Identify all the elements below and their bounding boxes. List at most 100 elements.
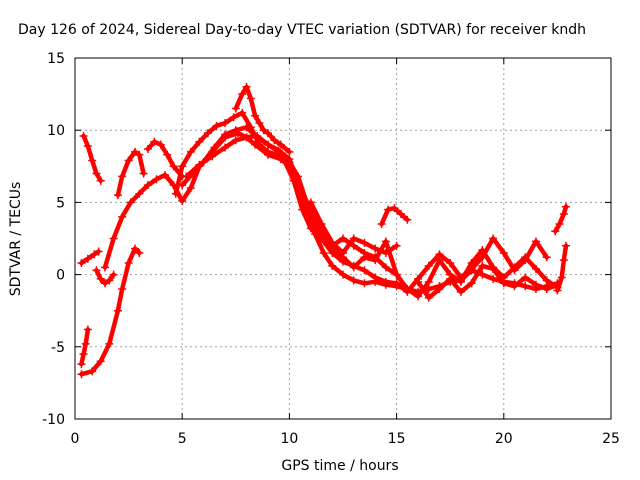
- data-point: [101, 263, 110, 272]
- data-point: [195, 137, 204, 146]
- plot-frame: [74, 57, 612, 420]
- y-tick-label: 15: [47, 51, 65, 67]
- series-trace-15: [414, 261, 562, 302]
- data-point: [478, 261, 487, 270]
- data-point: [360, 238, 369, 247]
- data-point: [390, 204, 399, 213]
- data-point: [381, 277, 390, 286]
- series-trace-4: [92, 266, 118, 288]
- data-point: [77, 370, 86, 379]
- data-point: [435, 285, 444, 294]
- data-point: [135, 248, 144, 257]
- series-line: [179, 125, 560, 299]
- data-point: [171, 189, 180, 198]
- data-point: [242, 133, 251, 142]
- data-point: [238, 90, 247, 99]
- data-point: [143, 144, 152, 153]
- data-point: [131, 244, 140, 253]
- data-point: [561, 202, 570, 211]
- x-tick-label: 5: [178, 431, 187, 447]
- data-point: [414, 277, 423, 286]
- data-point: [135, 150, 144, 159]
- data-point: [489, 234, 498, 243]
- data-point: [478, 253, 487, 262]
- data-point: [377, 220, 386, 229]
- grid: [75, 58, 611, 419]
- data-point: [124, 156, 133, 165]
- data-point: [467, 264, 476, 273]
- data-point: [349, 261, 358, 270]
- series-line: [415, 263, 560, 300]
- data-point: [231, 136, 240, 145]
- data-point: [489, 264, 498, 273]
- data-point: [96, 274, 105, 283]
- data-point: [559, 256, 568, 265]
- data-point: [221, 130, 230, 139]
- series-trace-14: [377, 204, 412, 229]
- data-point: [424, 293, 433, 302]
- data-point: [306, 224, 315, 233]
- data-point: [360, 253, 369, 262]
- data-point: [229, 113, 238, 122]
- x-tick-label: 10: [280, 431, 298, 447]
- data-point: [384, 205, 393, 214]
- series-line: [79, 249, 101, 266]
- data-point: [150, 137, 159, 146]
- x-axis-label: GPS time / hours: [281, 458, 398, 474]
- data-point: [113, 306, 122, 315]
- data-point: [339, 234, 347, 243]
- data-point: [371, 273, 380, 282]
- data-point: [255, 118, 264, 127]
- data-point: [186, 147, 195, 156]
- data-point: [178, 181, 187, 190]
- data-point: [105, 339, 114, 348]
- data-point: [92, 169, 101, 178]
- data-point: [113, 191, 122, 200]
- data-point: [478, 270, 487, 279]
- data-point: [403, 215, 412, 224]
- data-point: [531, 280, 540, 289]
- data-point: [306, 198, 315, 207]
- data-point: [499, 248, 508, 257]
- y-tick-label: -5: [51, 340, 65, 356]
- data-point: [259, 126, 268, 135]
- data-point: [178, 196, 187, 205]
- data-point: [381, 237, 390, 246]
- series-line: [553, 204, 569, 234]
- data-point: [255, 140, 264, 149]
- data-point: [118, 285, 127, 294]
- x-tick-label: 25: [602, 431, 620, 447]
- series-trace-3: [77, 325, 92, 369]
- data-point: [285, 147, 294, 156]
- data-point: [557, 273, 566, 282]
- data-point: [83, 325, 92, 334]
- data-point: [349, 276, 358, 285]
- data-point: [276, 140, 285, 149]
- data-point: [435, 250, 444, 259]
- data-point: [456, 287, 465, 296]
- data-point: [251, 111, 260, 120]
- data-point: [221, 118, 230, 127]
- data-point: [161, 170, 170, 179]
- data-point: [360, 279, 369, 288]
- data-point: [263, 129, 272, 138]
- series-line: [555, 243, 569, 293]
- series-trace-17: [553, 241, 570, 295]
- data-point: [263, 147, 272, 156]
- series-line: [79, 246, 142, 377]
- data-series: [77, 82, 570, 379]
- data-point: [521, 282, 530, 291]
- data-point: [253, 131, 262, 140]
- data-point: [152, 175, 161, 184]
- data-point: [414, 292, 423, 301]
- data-point: [124, 259, 133, 268]
- data-point: [143, 181, 152, 190]
- data-point: [319, 237, 328, 246]
- series-trace-9: [171, 108, 401, 279]
- data-point: [328, 248, 337, 257]
- data-point: [561, 241, 570, 250]
- data-point: [371, 244, 380, 253]
- data-point: [77, 360, 86, 369]
- series-trace-12: [231, 82, 294, 156]
- data-point: [231, 126, 240, 135]
